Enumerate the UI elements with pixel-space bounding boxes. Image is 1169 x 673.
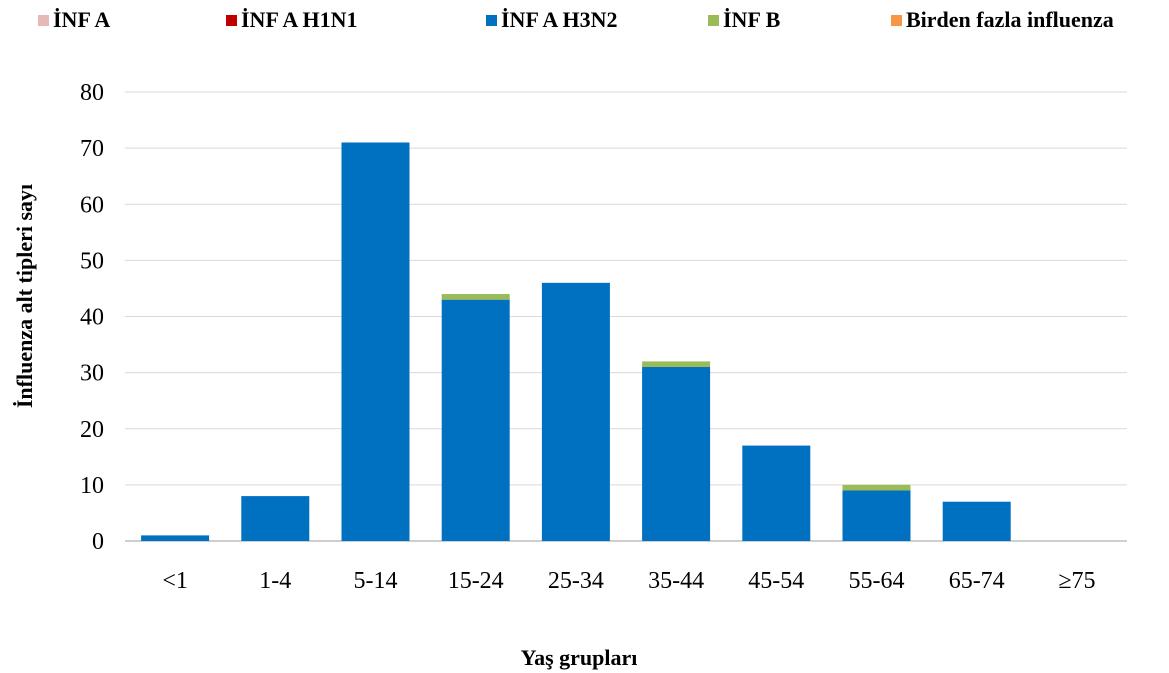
bar-segment [842, 484, 911, 491]
x-tick-label: 65-74 [949, 568, 1005, 594]
gridlines [125, 91, 1127, 542]
legend-label: İNF A H1N1 [241, 7, 358, 32]
legend-swatch [38, 15, 49, 26]
bars [141, 142, 1011, 541]
legend-swatch [226, 15, 237, 26]
x-tick-label: 55-64 [849, 568, 905, 594]
x-axis-title: Yaş grupları [521, 645, 638, 670]
x-tick-label: 1-4 [259, 568, 291, 594]
x-axis-ticks: <1 1-4 5-14 15-24 25-34 35-44 45-54 55-64 65-74 ≥… [162, 568, 1095, 594]
y-tick-label: 50 [80, 248, 104, 274]
x-tick-label: <1 [162, 568, 188, 594]
y-tick-label: 70 [80, 136, 104, 162]
x-tick-label: 25-34 [548, 568, 604, 594]
legend-label: İNF A [53, 7, 110, 32]
bar-segment [642, 367, 711, 541]
y-tick-label: 0 [92, 529, 104, 555]
bar-segment [241, 496, 310, 541]
y-tick-label: 20 [80, 417, 104, 443]
bar-segment [541, 282, 610, 541]
bar-segment [842, 490, 911, 541]
legend-swatch [486, 15, 497, 26]
bar-segment [341, 142, 410, 541]
legend-label: İNF B [723, 7, 781, 32]
bar-segment [441, 299, 510, 541]
y-tick-label: 60 [80, 192, 104, 218]
x-tick-label: 5-14 [354, 568, 398, 594]
y-axis-title: İnfluenza alt tipleri sayı [12, 184, 37, 408]
bar-segment [642, 361, 711, 368]
bar-segment [141, 535, 210, 541]
x-tick-label: 45-54 [748, 568, 804, 594]
y-tick-label: 80 [80, 80, 104, 106]
legend-swatch [891, 15, 902, 26]
legend-label: İNF A H3N2 [501, 7, 618, 32]
bar-segment [441, 294, 510, 300]
x-tick-label: 35-44 [648, 568, 704, 594]
legend-swatch [708, 15, 719, 26]
legend-label: Birden fazla influenza [906, 7, 1114, 32]
y-tick-label: 30 [80, 361, 104, 387]
x-tick-label: ≥75 [1058, 568, 1095, 594]
legend: İNF A İNF A H1N1 İNF A H3N2 İNF B Birden faz… [38, 7, 1114, 32]
x-tick-label: 15-24 [448, 568, 504, 594]
y-tick-label: 40 [80, 305, 104, 331]
bar-segment [742, 445, 811, 541]
bar-segment [942, 501, 1011, 541]
y-tick-label: 10 [80, 473, 104, 499]
y-axis-ticks: 0 10 20 30 40 50 60 70 80 [80, 80, 104, 555]
